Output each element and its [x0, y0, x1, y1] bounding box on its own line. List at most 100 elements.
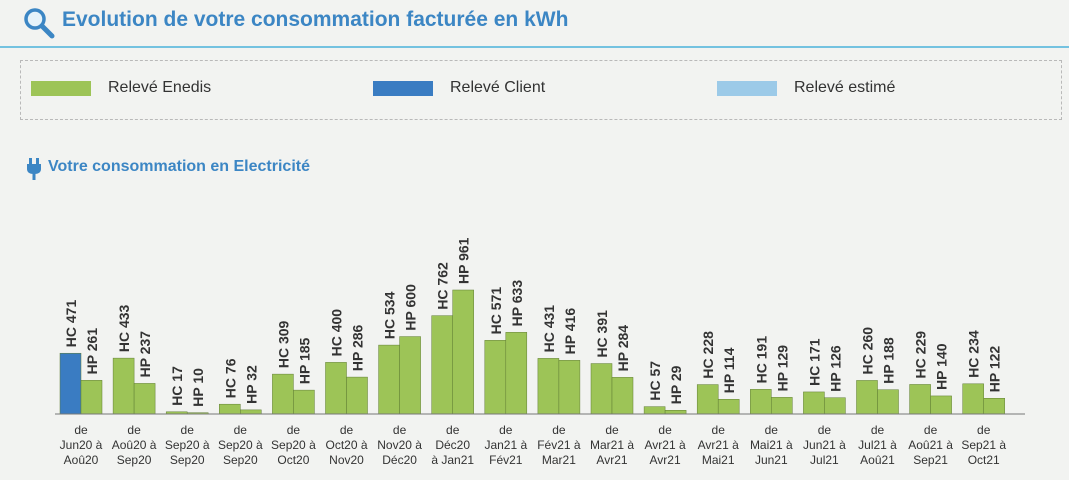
bar-hc — [59, 352, 82, 415]
x-tick-label: Avr21 — [596, 453, 627, 467]
bar-hp — [452, 289, 474, 415]
bar-hc — [696, 384, 719, 415]
data-label-hc: HC 191 — [753, 336, 769, 384]
bar-hc — [750, 389, 772, 415]
x-tick-label: Sep20 à — [271, 438, 316, 452]
bar-hp — [717, 399, 740, 415]
legend-label: Relevé Enedis — [108, 79, 212, 96]
bar-hc — [378, 344, 400, 415]
x-tick-label: de — [74, 423, 88, 437]
data-label-hp: HP 140 — [934, 343, 950, 390]
bar-hp — [505, 332, 528, 415]
legend-swatch — [373, 81, 433, 96]
page-title: Evolution de votre consommation facturée… — [62, 8, 569, 31]
x-tick-label: Nov20 à — [377, 438, 422, 452]
x-tick-label: Nov20 — [329, 453, 364, 467]
x-tick-label: de — [658, 423, 672, 437]
x-tick-label: Fév21 à — [537, 438, 581, 452]
x-tick-label: Jun21 — [755, 453, 788, 467]
x-tick-label: de — [499, 423, 513, 437]
data-label-hp: HP 284 — [615, 325, 631, 372]
data-label-hp: HP 600 — [403, 284, 419, 331]
bar-hp — [399, 336, 421, 415]
x-tick-label: de — [977, 423, 991, 437]
bar-hp — [930, 395, 952, 415]
x-tick-label: Jan21 à — [484, 438, 527, 452]
data-label-hc: HC 433 — [116, 304, 132, 352]
x-tick-label: Jun21 à — [803, 438, 846, 452]
x-tick-label: Oct20 à — [325, 438, 367, 452]
x-tick-label: de — [552, 423, 566, 437]
legend-swatch — [717, 81, 777, 96]
bar-hc — [856, 380, 878, 415]
bar-hc — [112, 357, 135, 415]
bar-hc — [484, 340, 507, 415]
data-label-hp: HP 633 — [509, 280, 525, 327]
data-label-hc: HC 762 — [435, 262, 451, 310]
bar-hc — [219, 403, 241, 415]
x-tick-label: Oct21 — [968, 453, 1000, 467]
bar-hp — [80, 380, 103, 415]
data-label-hp: HP 961 — [456, 237, 472, 284]
bar-hc — [643, 406, 666, 415]
data-label-hc: HC 17 — [169, 366, 185, 406]
data-label-hp: HP 416 — [562, 308, 578, 355]
data-label-hc: HC 309 — [275, 320, 291, 368]
x-tick-label: Jul21 — [810, 453, 839, 467]
data-label-hc: HC 260 — [860, 327, 876, 375]
x-tick-label: Aoû21 — [860, 453, 895, 467]
data-label-hp: HP 286 — [350, 324, 366, 371]
bar-hp — [133, 383, 156, 415]
data-label-hp: HP 261 — [84, 328, 100, 375]
x-tick-label: Sep20 — [170, 453, 205, 467]
x-tick-label: Aoû20 — [64, 453, 99, 467]
bar-hp — [240, 409, 262, 415]
data-label-hp: HP 114 — [721, 347, 737, 393]
x-tick-label: à Jan21 — [431, 453, 474, 467]
x-tick-label: de — [127, 423, 141, 437]
x-tick-label: de — [181, 423, 195, 437]
bar-hp — [983, 398, 1005, 415]
bar-hc — [272, 373, 294, 415]
x-tick-label: de — [818, 423, 832, 437]
data-label-hp: HP 185 — [296, 337, 312, 384]
data-label-hc: HC 400 — [329, 309, 345, 357]
bar-hc — [962, 383, 984, 415]
search-icon — [24, 8, 55, 39]
data-label-hc: HC 391 — [594, 310, 610, 358]
data-label-hc: HC 234 — [966, 330, 982, 378]
x-tick-label: Avr21 à — [698, 438, 739, 452]
data-label-hc: HC 57 — [647, 361, 663, 401]
bar-hc — [590, 363, 613, 415]
bar-hp — [558, 360, 581, 415]
data-label-hp: HP 188 — [881, 337, 897, 384]
x-tick-label: Mai21 — [702, 453, 735, 467]
x-tick-label: de — [287, 423, 301, 437]
bar-hp — [664, 410, 687, 415]
x-tick-label: de — [924, 423, 938, 437]
x-tick-label: de — [446, 423, 460, 437]
x-tick-label: Oct20 — [277, 453, 309, 467]
chart-header: Evolution de votre consommation facturée… — [0, 0, 1069, 48]
data-label-hc: HC 76 — [222, 358, 238, 398]
data-label-hc: HC 228 — [700, 331, 716, 379]
bar-hc — [803, 391, 825, 415]
bar-hp — [824, 397, 846, 415]
bar-hp — [611, 377, 634, 415]
x-tick-label: Fév21 — [489, 453, 523, 467]
chart-legend: Relevé Enedis Relevé Client Relevé estim… — [20, 60, 1062, 120]
data-label-hp: HP 129 — [774, 345, 790, 392]
data-label-hp: HP 237 — [137, 331, 153, 378]
x-tick-label: de — [340, 423, 354, 437]
data-label-hc: HC 471 — [63, 300, 79, 348]
x-tick-label: Sep21 — [913, 453, 948, 467]
x-tick-label: Mar21 à — [590, 438, 634, 452]
data-label-hp: HP 10 — [190, 368, 206, 407]
x-tick-label: de — [393, 423, 407, 437]
x-tick-label: de — [712, 423, 726, 437]
bar-hp — [877, 389, 899, 415]
x-tick-label: Sep20 — [117, 453, 152, 467]
x-tick-label: Aoû21 à — [908, 438, 953, 452]
plug-icon — [27, 158, 41, 180]
